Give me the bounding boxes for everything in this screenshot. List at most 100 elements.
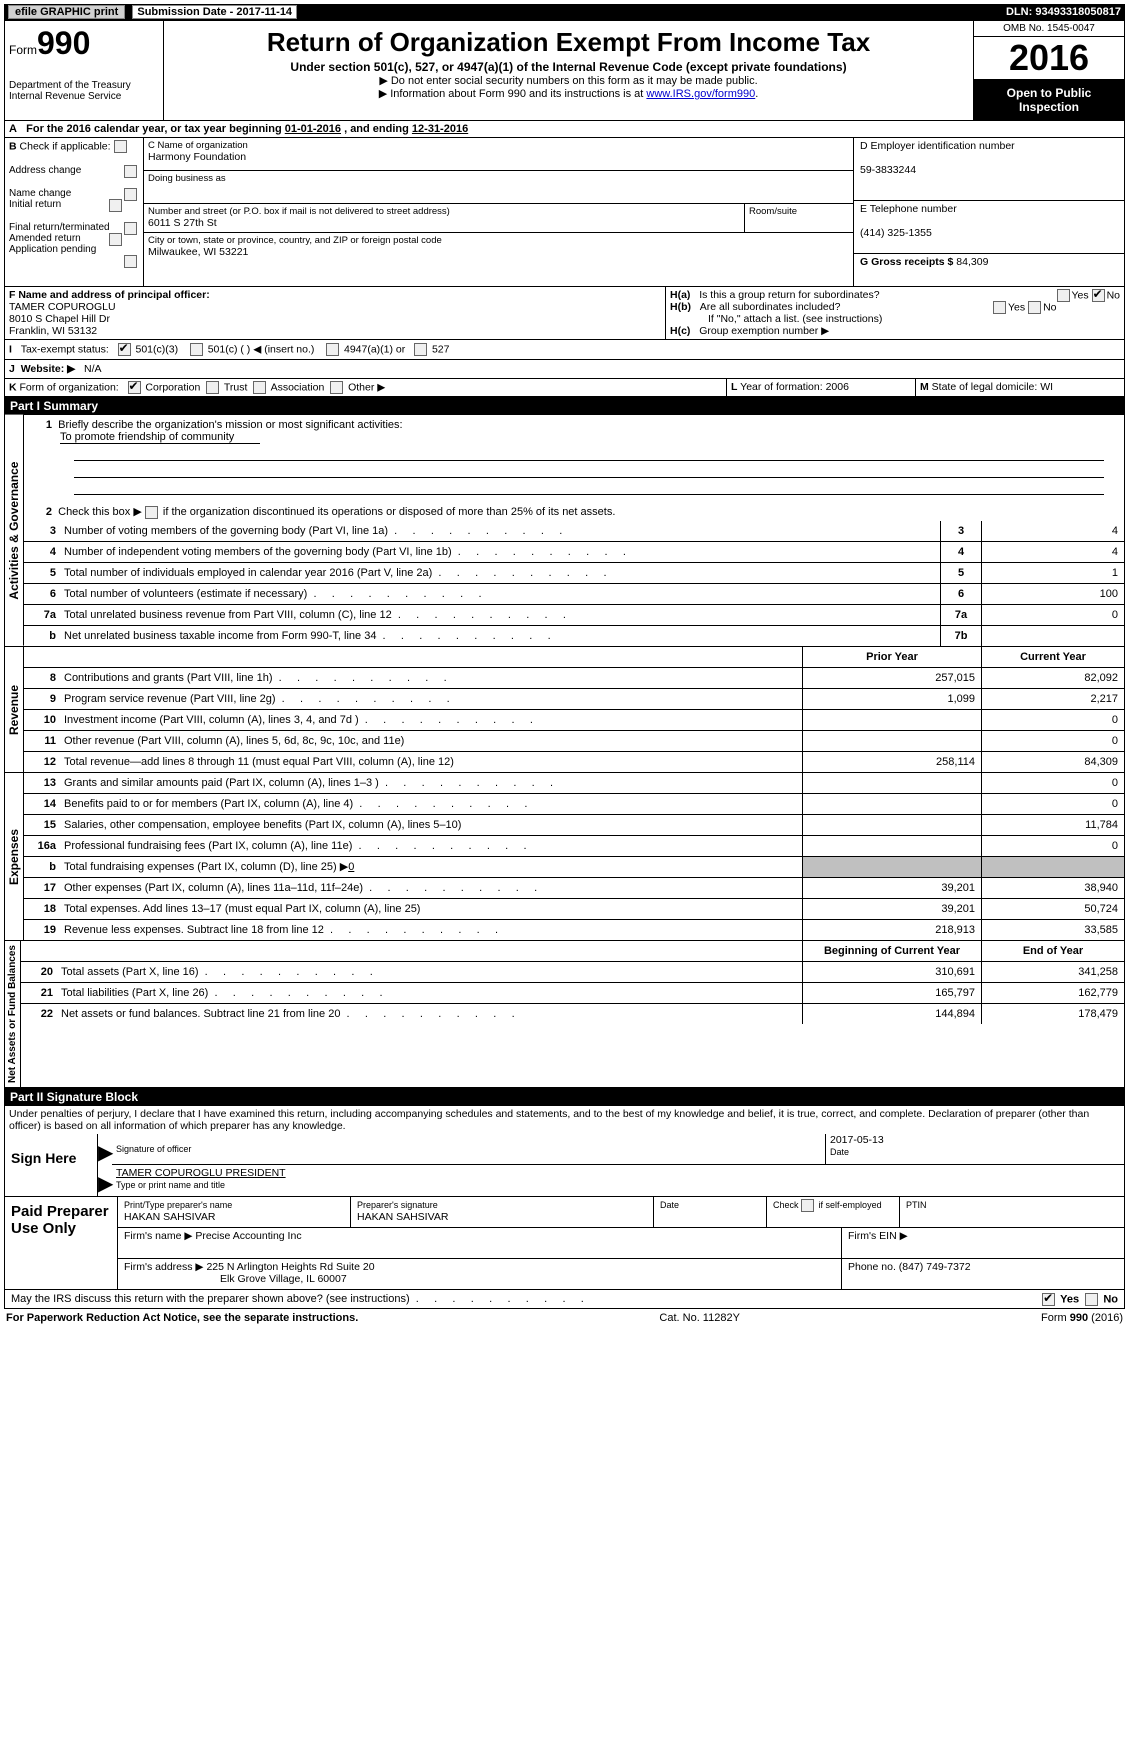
line15-text: Salaries, other compensation, employee b…: [60, 817, 802, 833]
mission-text: To promote friendship of community: [60, 431, 260, 444]
tel-label: E Telephone number: [860, 203, 1118, 215]
line8-prior: 257,015: [802, 668, 981, 688]
row-a: A For the 2016 calendar year, or tax yea…: [4, 121, 1125, 138]
governance-tab: Activities & Governance: [5, 415, 24, 646]
officer-city: Franklin, WI 53132: [9, 325, 661, 337]
trust-check[interactable]: [206, 381, 219, 394]
ssn-note: ▶ Do not enter social security numbers o…: [172, 74, 965, 87]
open-public-2: Inspection: [1019, 100, 1079, 114]
city-value: Milwaukee, WI 53221: [148, 246, 849, 258]
final-return-check[interactable]: [124, 222, 137, 235]
line6-text: Total number of volunteers (estimate if …: [60, 586, 940, 602]
amended-return-label: Amended return: [9, 233, 81, 244]
ha-yes-check[interactable]: [1057, 289, 1070, 302]
line9-prior: 1,099: [802, 689, 981, 709]
firm-phone: (847) 749-7372: [899, 1261, 971, 1273]
ein-value: 59-3833244: [860, 164, 1118, 176]
line2-check[interactable]: [145, 506, 158, 519]
line15-curr: 11,784: [981, 815, 1124, 835]
addr-change-check[interactable]: [124, 165, 137, 178]
4947-check[interactable]: [326, 343, 339, 356]
expenses-tab: Expenses: [5, 773, 24, 940]
line11-text: Other revenue (Part VIII, column (A), li…: [60, 733, 802, 749]
prep-name: HAKAN SAHSIVAR: [124, 1211, 215, 1223]
firm-name: Precise Accounting Inc: [195, 1230, 301, 1242]
line4-val: 4: [981, 542, 1124, 562]
netassets-section: Net Assets or Fund Balances Beginning of…: [4, 941, 1125, 1088]
line3-text: Number of voting members of the governin…: [60, 523, 940, 539]
line12-curr: 84,309: [981, 752, 1124, 772]
ha-no-check[interactable]: [1092, 289, 1105, 302]
line14-prior: [802, 794, 981, 814]
hb-yes-check[interactable]: [993, 301, 1006, 314]
submission-date-label: Submission Date -: [137, 6, 236, 18]
firm-addr1: 225 N Arlington Heights Rd Suite 20: [206, 1261, 374, 1273]
ein-label: D Employer identification number: [860, 140, 1118, 152]
preparer-block: Paid Preparer Use Only Print/Type prepar…: [4, 1197, 1125, 1290]
info-note: ▶ Information about Form 990 and its ins…: [379, 88, 647, 100]
efile-print-button[interactable]: efile GRAPHIC print: [8, 5, 125, 19]
line4-text: Number of independent voting members of …: [60, 544, 940, 560]
501c-check[interactable]: [190, 343, 203, 356]
line22-text: Net assets or fund balances. Subtract li…: [57, 1006, 802, 1022]
name-arrow-icon: ▶: [98, 1165, 112, 1196]
prep-date-label: Date: [660, 1200, 679, 1210]
street-value: 6011 S 27th St: [148, 217, 740, 229]
website-value: N/A: [84, 363, 102, 375]
addr-change-label: Address change: [9, 165, 81, 176]
initial-return-check[interactable]: [109, 199, 122, 212]
check-applicable[interactable]: [114, 140, 127, 153]
line5-text: Total number of individuals employed in …: [60, 565, 940, 581]
final-return-label: Final return/terminated: [9, 222, 110, 233]
signature-label: Signature of officer: [116, 1144, 821, 1154]
name-title-label: Type or print name and title: [116, 1180, 225, 1190]
line16a-prior: [802, 836, 981, 856]
line13-prior: [802, 773, 981, 793]
other-check[interactable]: [330, 381, 343, 394]
eoy-hdr: End of Year: [981, 941, 1124, 961]
firm-name-label: Firm's name ▶: [124, 1230, 195, 1242]
discuss-no-check[interactable]: [1085, 1293, 1098, 1306]
line22-curr: 178,479: [981, 1004, 1124, 1024]
line7b-text: Net unrelated business taxable income fr…: [60, 628, 940, 644]
discuss-row: May the IRS discuss this return with the…: [4, 1290, 1125, 1309]
line7b-val: [981, 626, 1124, 646]
irs-form990-link[interactable]: www.IRS.gov/form990: [646, 88, 755, 100]
governance-section: Activities & Governance 1 Briefly descri…: [4, 415, 1125, 647]
prior-year-hdr: Prior Year: [802, 647, 981, 667]
line12-prior: 258,114: [802, 752, 981, 772]
penalties-text: Under penalties of perjury, I declare th…: [4, 1106, 1125, 1134]
assoc-check[interactable]: [253, 381, 266, 394]
discuss-yes-check[interactable]: [1042, 1293, 1055, 1306]
form-prefix: Form: [9, 43, 37, 57]
firm-addr-label: Firm's address ▶: [124, 1261, 206, 1273]
line19-prior: 218,913: [802, 920, 981, 940]
501c3-check[interactable]: [118, 343, 131, 356]
tax-year: 2016: [974, 37, 1124, 80]
hb-no-check[interactable]: [1028, 301, 1041, 314]
ha-text: Is this a group return for subordinates?: [699, 289, 879, 301]
officer-addr: 8010 S Chapel Hill Dr: [9, 313, 661, 325]
hb-note: If "No," attach a list. (see instruction…: [670, 313, 1120, 325]
line18-curr: 50,724: [981, 899, 1124, 919]
line9-curr: 2,217: [981, 689, 1124, 709]
self-employed-check[interactable]: [801, 1199, 814, 1212]
tax-year-end: 12-31-2016: [412, 123, 468, 135]
sign-block: Sign Here ▶ Signature of officer 2017-05…: [4, 1134, 1125, 1197]
app-pending-check[interactable]: [124, 255, 137, 268]
netassets-tab: Net Assets or Fund Balances: [5, 941, 21, 1087]
date-label: Date: [830, 1147, 849, 1157]
line16a-text: Professional fundraising fees (Part IX, …: [60, 838, 802, 854]
officer-group-row: F Name and address of principal officer:…: [4, 287, 1125, 340]
name-change-check[interactable]: [124, 188, 137, 201]
amended-return-check[interactable]: [109, 233, 122, 246]
firm-ein-label: Firm's EIN ▶: [848, 1230, 908, 1242]
tax-exempt-row: I Tax-exempt status: 501(c)(3) 501(c) ( …: [4, 340, 1125, 360]
527-check[interactable]: [414, 343, 427, 356]
corp-check[interactable]: [128, 381, 141, 394]
preparer-label: Paid Preparer Use Only: [5, 1197, 118, 1289]
omb-number: OMB No. 1545-0047: [974, 21, 1124, 37]
line14-text: Benefits paid to or for members (Part IX…: [60, 796, 802, 812]
dln-value: 93493318050817: [1035, 6, 1121, 18]
gross-receipts: 84,309: [956, 256, 988, 268]
